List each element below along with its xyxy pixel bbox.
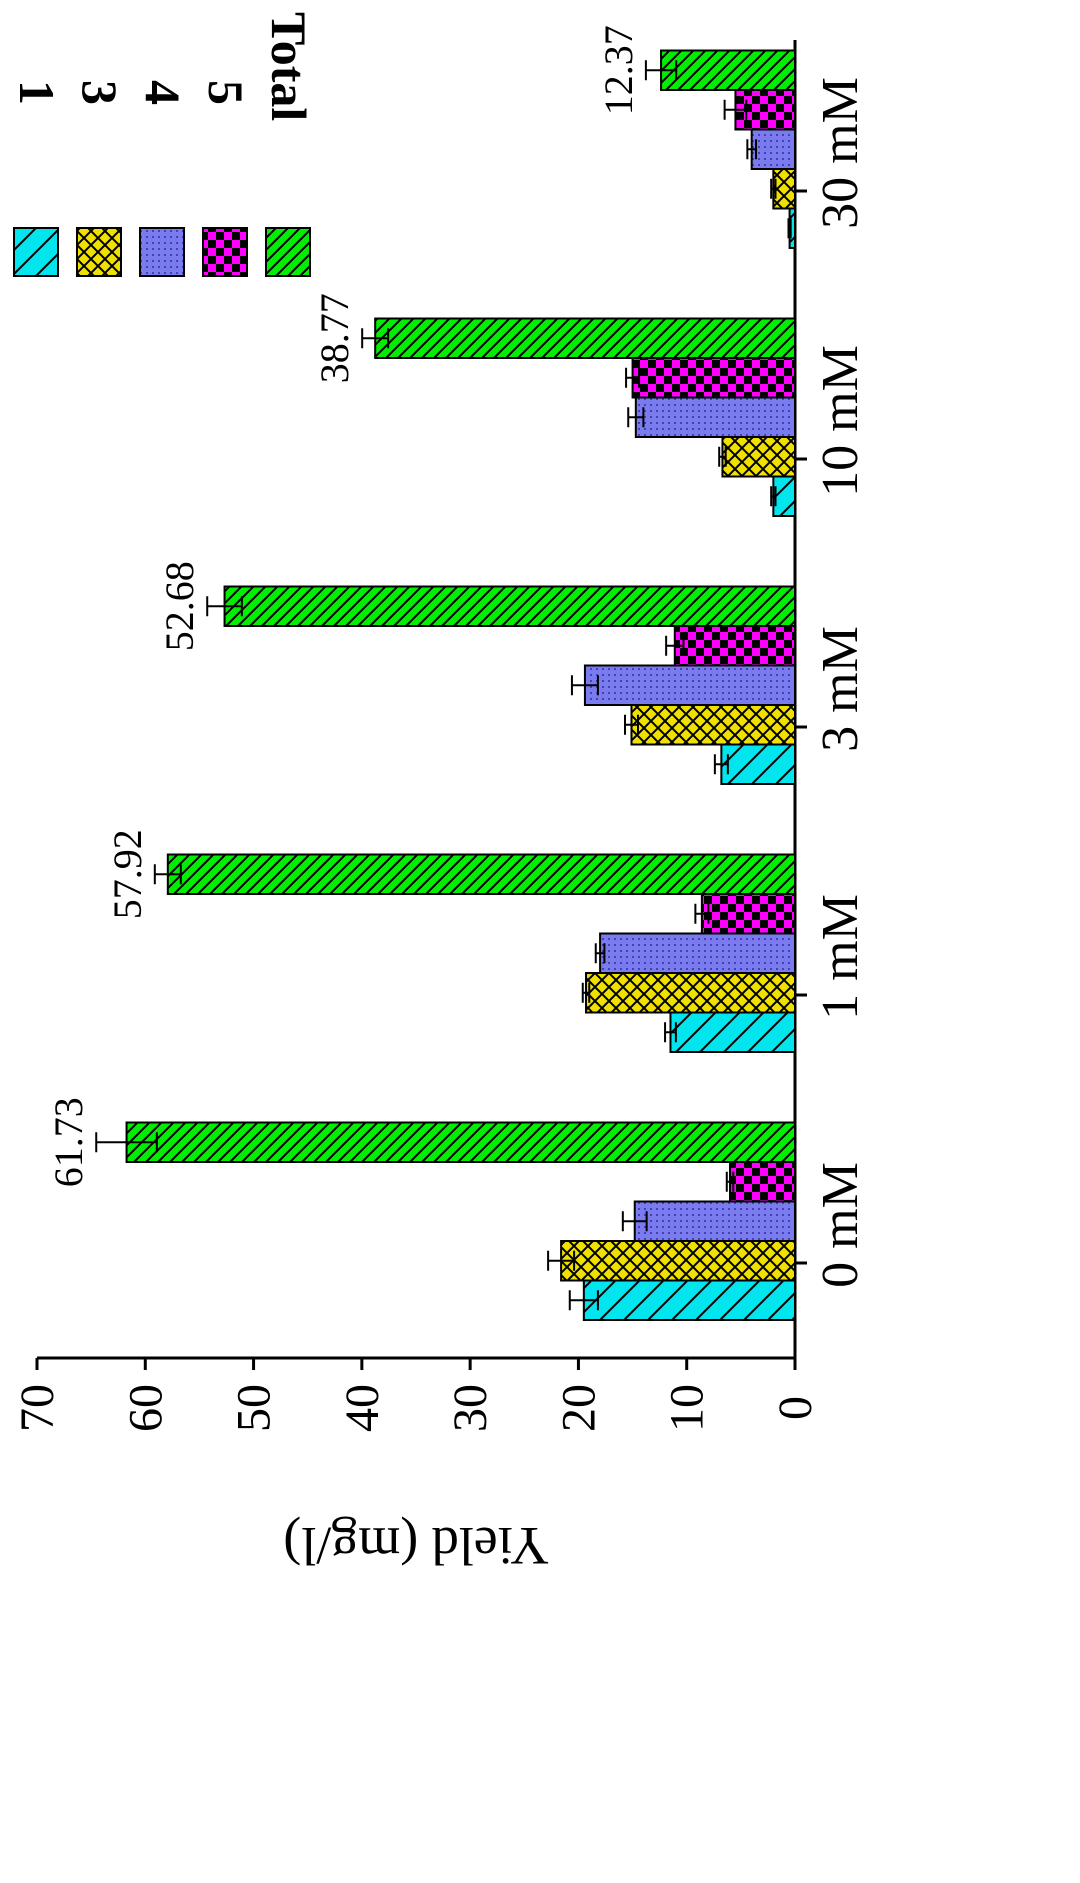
legend-label-3: 3 — [72, 80, 128, 105]
total-data-label: 61.73 — [46, 1097, 91, 1187]
value-tick-label: 20 — [552, 1384, 605, 1432]
total-data-label: 38.77 — [312, 293, 357, 383]
bar-5-1 — [700, 893, 796, 935]
bar-4-3 — [634, 396, 796, 438]
legend-swatch-3 — [76, 227, 122, 277]
bar-total-1 — [166, 853, 796, 895]
bar-4-2 — [583, 664, 796, 706]
bar-1-3 — [772, 475, 796, 517]
value-tick-label: 50 — [228, 1384, 281, 1432]
total-data-label: 57.92 — [105, 829, 150, 919]
legend: 1 3 4 5 Total — [9, 12, 317, 277]
value-tick-label: 60 — [119, 1384, 172, 1432]
legend-label-4: 4 — [135, 80, 191, 105]
legend-swatch-total — [265, 227, 311, 277]
bar-3-4 — [772, 168, 796, 210]
legend-swatch-1 — [13, 227, 59, 277]
labels: 0 10 20 30 40 50 60 70 Yield (mg/l) 0 mM 61.73 1 mM… — [11, 25, 869, 1576]
bar-5-3 — [631, 357, 796, 399]
value-tick-label: 70 — [11, 1384, 64, 1432]
value-tick-label: 0 — [769, 1396, 822, 1420]
bars — [95, 49, 797, 1321]
bar-4-4 — [750, 128, 797, 170]
category-label: 0 mM — [812, 1162, 869, 1288]
bar-1-1 — [669, 1011, 797, 1053]
bar-total-4 — [660, 49, 797, 91]
category-label: 30 mM — [812, 77, 869, 229]
bar-5-0 — [729, 1161, 796, 1203]
value-axis-title: Yield (mg/l) — [283, 1516, 548, 1576]
legend-label-1: 1 — [9, 80, 65, 105]
total-data-label: 52.68 — [157, 561, 202, 651]
bar-3-3 — [721, 436, 796, 478]
bar-total-0 — [125, 1121, 796, 1163]
bar-3-2 — [630, 704, 797, 746]
bar-3-0 — [560, 1240, 796, 1282]
value-tick-label: 40 — [336, 1384, 389, 1432]
legend-swatch-5 — [202, 227, 248, 277]
value-tick-label: 30 — [444, 1384, 497, 1432]
bar-total-3 — [374, 317, 796, 359]
bar-1-2 — [720, 743, 797, 785]
category-label: 10 mM — [812, 345, 869, 497]
bar-5-2 — [673, 625, 796, 667]
legend-label-total: Total — [261, 12, 317, 121]
bar-1-0 — [582, 1279, 796, 1321]
bar-4-0 — [633, 1200, 796, 1242]
bar-3-1 — [585, 972, 796, 1014]
value-tick-label: 10 — [661, 1384, 714, 1432]
category-label: 1 mM — [812, 894, 869, 1020]
legend-label-5: 5 — [198, 80, 254, 105]
total-data-label: 12.37 — [596, 25, 641, 115]
bar-4-1 — [599, 932, 796, 974]
legend-swatch-4 — [139, 227, 185, 277]
bar-total-2 — [223, 585, 797, 627]
category-label: 3 mM — [812, 626, 869, 752]
